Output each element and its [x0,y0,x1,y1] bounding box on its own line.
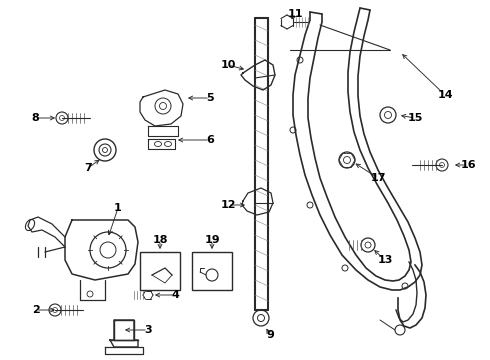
Text: 3: 3 [144,325,152,335]
Text: 16: 16 [460,160,476,170]
Circle shape [102,148,107,153]
Text: 9: 9 [266,330,274,340]
Text: 11: 11 [287,9,303,19]
Text: 17: 17 [370,173,386,183]
Text: 8: 8 [31,113,39,123]
Text: 10: 10 [220,60,236,70]
Text: 7: 7 [84,163,92,173]
Text: 2: 2 [32,305,40,315]
Bar [140,252,180,290]
Text: 14: 14 [437,90,453,100]
Text: 19: 19 [204,235,220,245]
Bar [192,252,232,290]
Text: 5: 5 [206,93,214,103]
Text: 12: 12 [220,200,236,210]
Text: 6: 6 [206,135,214,145]
Text: 4: 4 [171,290,179,300]
Text: 18: 18 [152,235,168,245]
Text: 13: 13 [377,255,392,265]
Text: 1: 1 [114,203,122,213]
Text: 15: 15 [407,113,423,123]
